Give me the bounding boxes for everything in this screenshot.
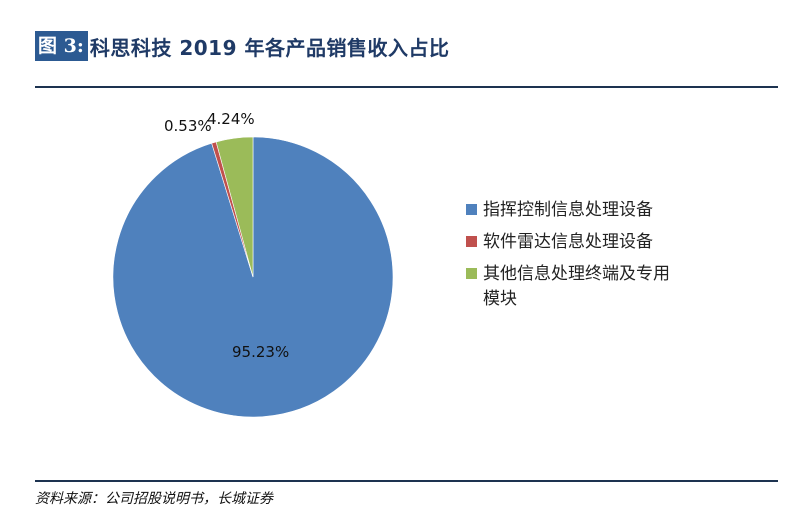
legend-swatch-blue [466,204,477,215]
legend-item-software-radar: 软件雷达信息处理设备 [466,230,686,255]
legend-label: 软件雷达信息处理设备 [483,232,653,252]
legend-swatch-red [466,236,477,247]
source-note: 资料来源：公司招股说明书，长城证券 [35,491,273,507]
legend-label: 其他信息处理终端及专用模块 [483,264,670,309]
figure-title: 图 3: 科思科技 2019 年各产品销售收入占比 [35,31,449,61]
chart-legend: 指挥控制信息处理设备 软件雷达信息处理设备 其他信息处理终端及专用模块 [466,198,686,319]
data-label-slice-1: 0.53% [164,117,212,135]
legend-item-other-terminals: 其他信息处理终端及专用模块 [466,262,686,312]
legend-swatch-green [466,268,477,279]
legend-label: 指挥控制信息处理设备 [483,200,653,220]
legend-item-command-control: 指挥控制信息处理设备 [466,198,686,223]
pie-slice-2 [215,136,254,278]
top-divider [35,86,778,88]
chart-title: 科思科技 2019 年各产品销售收入占比 [89,35,450,60]
figure-number-badge: 图 3: [35,31,88,61]
data-label-slice-2: 4.24% [207,110,255,128]
data-label-slice-0: 95.23% [232,343,290,361]
bottom-divider [35,480,778,482]
